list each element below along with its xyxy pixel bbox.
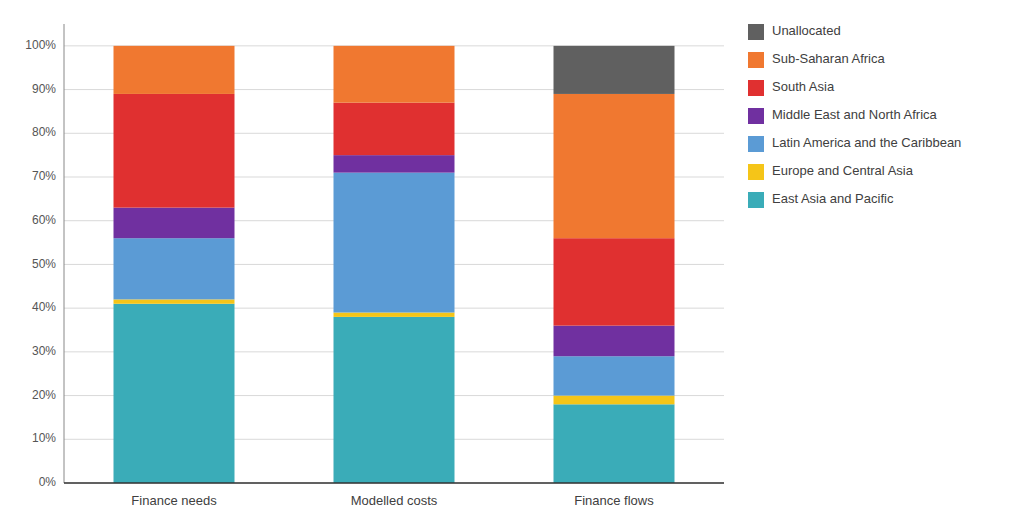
legend-swatch: [748, 108, 764, 124]
series: [114, 304, 675, 483]
bar-segment: [554, 238, 675, 325]
legend: Unallocated Sub-Saharan Africa South Asia M…: [748, 23, 961, 208]
y-tick-label: 50%: [32, 257, 56, 271]
bar-segment: [114, 299, 235, 303]
legend-label: South Asia: [772, 79, 835, 94]
legend-label: Middle East and North Africa: [772, 107, 938, 122]
bar-segment: [334, 313, 455, 317]
bar-segment: [334, 45, 455, 46]
series: [114, 94, 675, 326]
bar-segment: [334, 103, 455, 155]
legend-swatch: [748, 80, 764, 96]
bar-segment: [554, 404, 675, 483]
bar-segment: [554, 356, 675, 395]
bar-segment: [114, 208, 235, 239]
x-tick-label: Finance needs: [131, 493, 217, 508]
x-axis: Finance needs Modelled costs Finance flows: [131, 493, 654, 508]
bar-segment: [114, 94, 235, 208]
bar-segment: [334, 155, 455, 172]
legend-label: East Asia and Pacific: [772, 191, 894, 206]
legend-swatch: [748, 52, 764, 68]
y-tick-label: 70%: [32, 169, 56, 183]
bar-segment: [114, 304, 235, 483]
bar-segment: [334, 46, 455, 103]
y-tick-label: 10%: [32, 431, 56, 445]
y-axis: 0% 10% 20% 30% 40% 50% 60% 70% 80% 90% 100%: [25, 38, 56, 489]
x-tick-label: Modelled costs: [351, 493, 438, 508]
legend-swatch: [748, 24, 764, 40]
series: [114, 46, 675, 238]
bar-segment: [554, 326, 675, 357]
bar-segment: [114, 45, 235, 46]
bar-segment: [554, 46, 675, 94]
bar-segment: [114, 238, 235, 299]
bar-segment: [114, 46, 235, 94]
y-tick-label: 30%: [32, 344, 56, 358]
grid: [64, 46, 724, 483]
y-axis-line: [64, 24, 65, 483]
y-tick-label: 40%: [32, 300, 56, 314]
y-tick-label: 20%: [32, 388, 56, 402]
bar-segment: [554, 94, 675, 238]
bar-segment: [334, 173, 455, 313]
y-tick-label: 0%: [39, 475, 57, 489]
series: [554, 46, 675, 94]
x-axis-line: [64, 482, 724, 484]
grid-line: [64, 483, 724, 484]
x-tick-label: Finance flows: [574, 493, 654, 508]
legend-label: Unallocated: [772, 23, 841, 38]
legend-label: Latin America and the Caribbean: [772, 135, 961, 150]
chart-container: 0% 10% 20% 30% 40% 50% 60% 70% 80% 90% 100% Finance…: [0, 0, 1024, 531]
y-tick-label: 90%: [32, 82, 56, 96]
legend-swatch: [748, 192, 764, 208]
bar-segment: [334, 317, 455, 483]
y-tick-label: 100%: [25, 38, 56, 52]
legend-label: Europe and Central Asia: [772, 163, 914, 178]
bars: [114, 46, 675, 483]
legend-swatch: [748, 136, 764, 152]
legend-label: Sub-Saharan Africa: [772, 51, 886, 66]
bar-segment: [554, 396, 675, 405]
chart: 0% 10% 20% 30% 40% 50% 60% 70% 80% 90% 100% Finance…: [0, 0, 1024, 531]
y-tick-label: 60%: [32, 213, 56, 227]
legend-swatch: [748, 164, 764, 180]
y-tick-label: 80%: [32, 125, 56, 139]
